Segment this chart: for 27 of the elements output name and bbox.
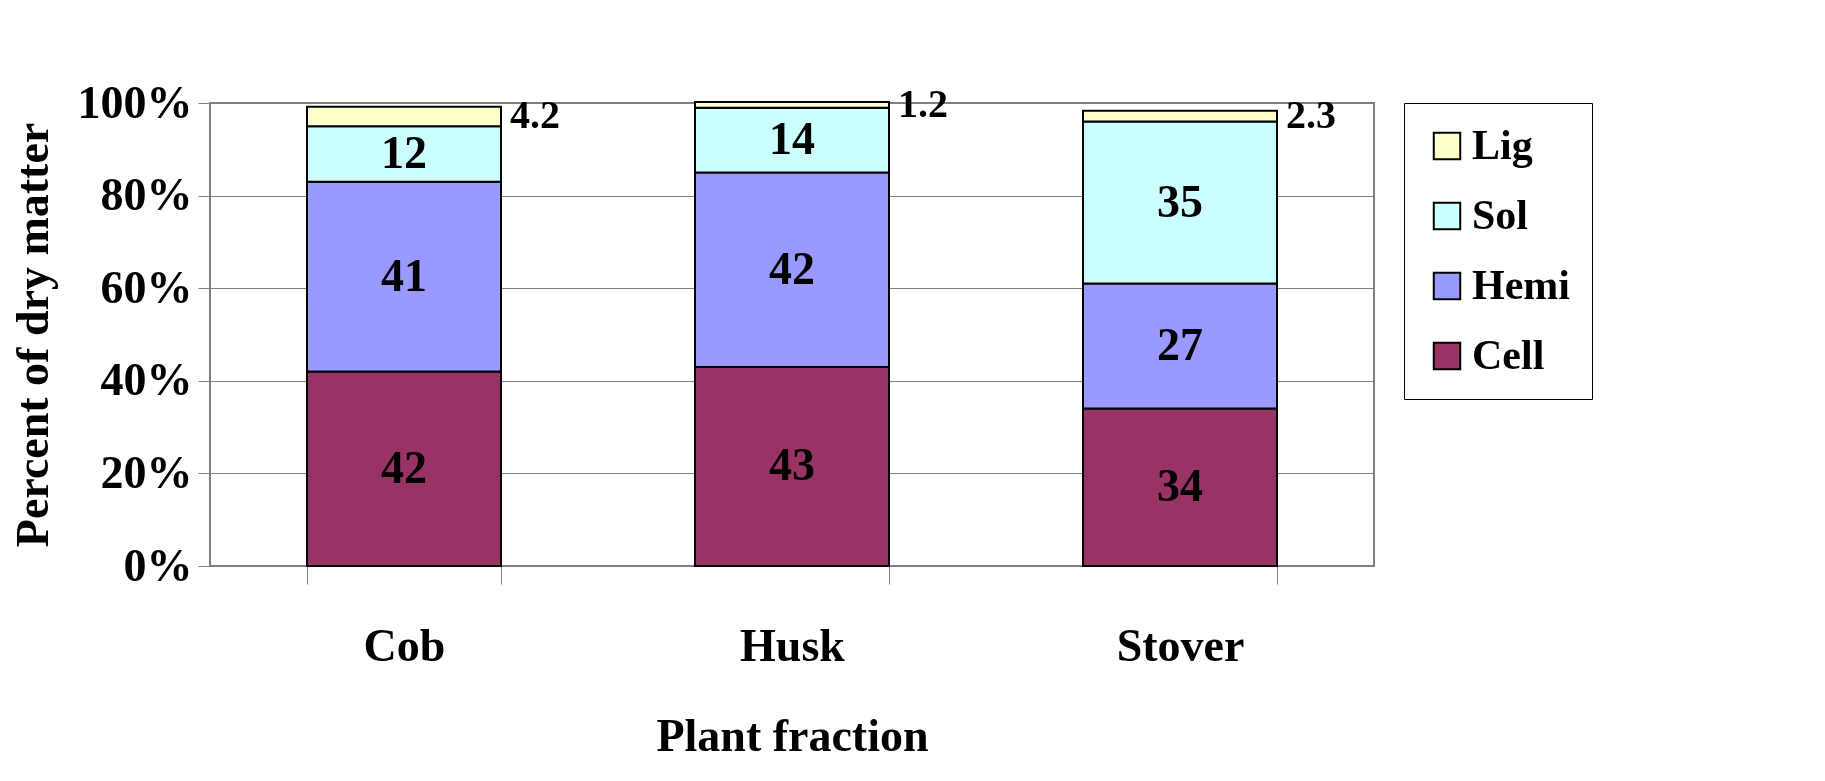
y-tick-label: 0% xyxy=(123,539,193,591)
data-label: 12 xyxy=(381,126,427,178)
y-axis-title: Percent of dry matter xyxy=(6,122,58,548)
y-tick-label: 20% xyxy=(100,446,193,498)
legend-label: Lig xyxy=(1472,122,1533,168)
y-tick-label: 40% xyxy=(100,354,193,406)
x-tick-label: Stover xyxy=(1116,619,1245,671)
y-tick-label: 60% xyxy=(100,261,193,313)
data-label: 2.3 xyxy=(1286,92,1336,138)
legend-label: Sol xyxy=(1472,192,1529,238)
data-label: 34 xyxy=(1157,460,1203,512)
y-tick-label: 80% xyxy=(100,169,193,221)
data-label: 42 xyxy=(769,242,815,294)
x-axis-title: Plant fraction xyxy=(656,709,929,761)
data-label: 14 xyxy=(769,113,815,165)
data-label: 35 xyxy=(1157,175,1203,227)
data-label: 1.2 xyxy=(898,80,948,126)
y-tick-label: 100% xyxy=(77,76,193,128)
x-tick-label: Husk xyxy=(740,619,846,671)
data-label: 41 xyxy=(381,249,427,301)
x-tick-label: Cob xyxy=(363,619,446,671)
data-label: 4.2 xyxy=(510,92,560,138)
legend-label: Hemi xyxy=(1472,262,1571,308)
data-label: 27 xyxy=(1157,319,1203,371)
data-label: 43 xyxy=(769,439,815,491)
data-label: 42 xyxy=(381,441,427,493)
legend-label: Cell xyxy=(1472,332,1545,378)
